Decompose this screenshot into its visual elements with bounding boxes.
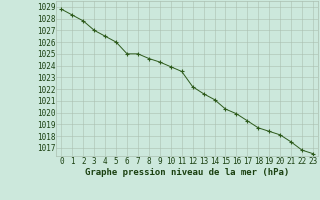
- X-axis label: Graphe pression niveau de la mer (hPa): Graphe pression niveau de la mer (hPa): [85, 168, 289, 177]
